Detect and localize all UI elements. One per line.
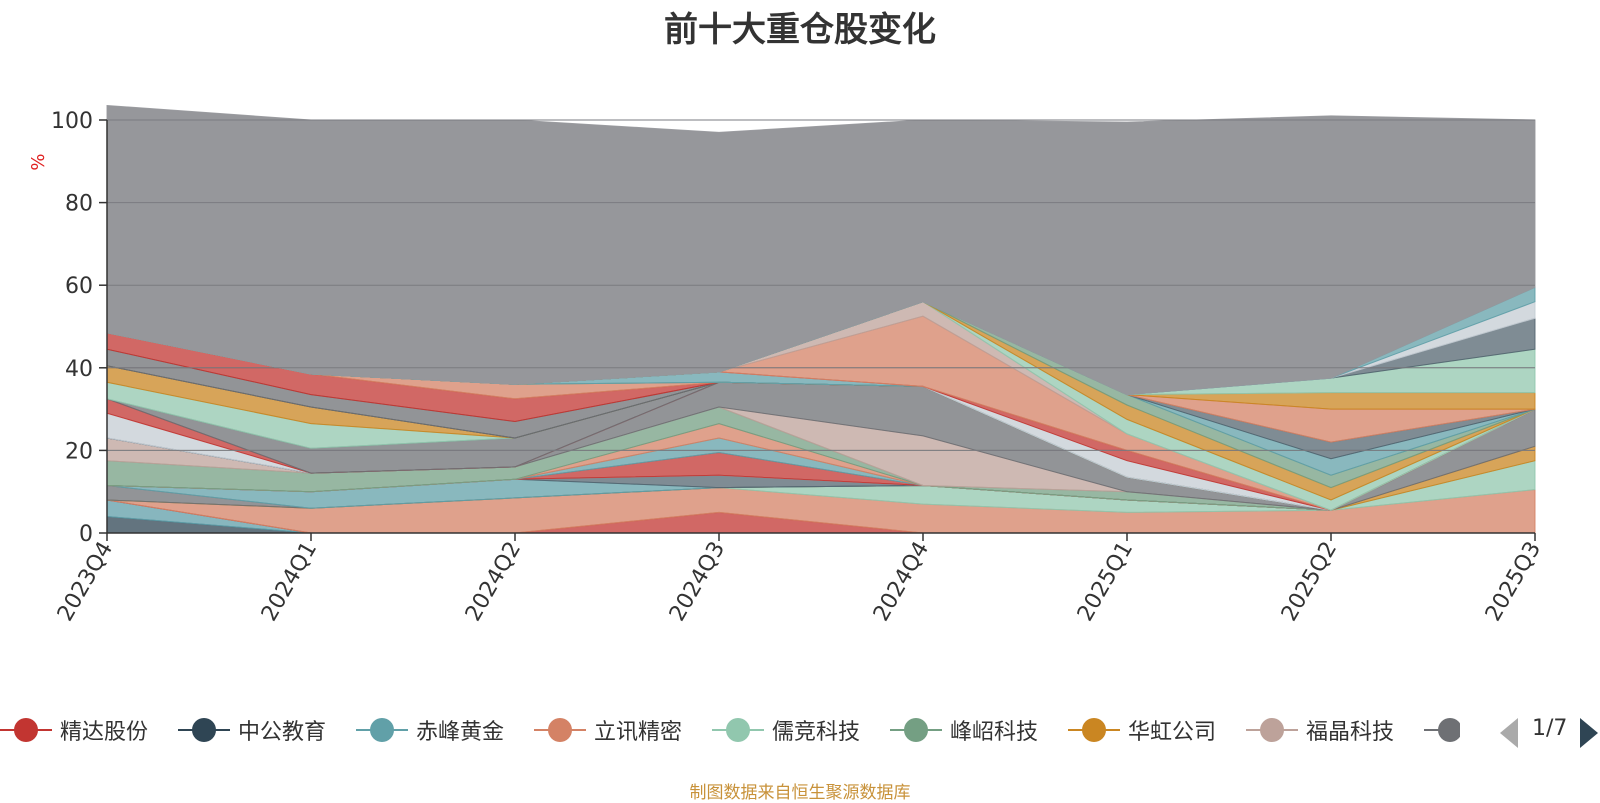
source-note: 制图数据来自恒生聚源数据库 <box>689 783 911 803</box>
legend-marker-icon <box>712 717 764 743</box>
legend-label: 福晶科技 <box>1306 720 1395 745</box>
x-tick-label: 2025Q2 <box>1277 538 1342 626</box>
area-series-rest <box>106 104 1536 396</box>
y-tick-label: 60 <box>65 274 93 299</box>
chart-title: 前十大重仓股变化 <box>664 10 936 50</box>
x-tick-label: 2025Q1 <box>1073 538 1138 626</box>
stacked-area-chart: 0 20 40 60 80 100 2023Q4 2024Q1 2024Q2 2024Q3 2024… <box>28 104 1546 626</box>
legend-label: 赤峰黄金 <box>416 720 505 745</box>
legend-marker-icon <box>1068 717 1120 743</box>
area-layer <box>106 104 1536 534</box>
legend-next-page-icon[interactable] <box>1580 718 1598 748</box>
legend-item[interactable]: I <box>1424 710 1460 750</box>
legend-marker-icon <box>1424 717 1460 743</box>
y-tick-label: 20 <box>65 439 93 464</box>
legend-item[interactable]: 立讯精密 <box>534 710 682 750</box>
legend-marker-icon <box>178 717 230 743</box>
legend-marker-icon <box>534 717 586 743</box>
legend-label: 立讯精密 <box>594 720 683 745</box>
y-tick-label: 0 <box>79 522 93 547</box>
legend-item[interactable]: 福晶科技 <box>1246 710 1394 750</box>
legend-label: 华虹公司 <box>1128 720 1217 745</box>
x-tick-label: 2023Q4 <box>53 538 118 626</box>
legend-page-indicator: 1/7 <box>1532 716 1568 741</box>
legend-marker-icon <box>0 717 52 743</box>
y-tick-label: 100 <box>51 109 93 134</box>
legend: 精达股份 中公教育 赤峰黄金 立讯精密 儒竞科技 峰岹科技 华虹公司 福晶科技 I 1/7 <box>0 710 1600 750</box>
x-tick-label: 2024Q3 <box>665 538 730 626</box>
legend-label: 中公教育 <box>238 720 327 745</box>
x-tick-label: 2024Q2 <box>461 538 526 626</box>
y-axis-unit-label: % <box>28 153 49 170</box>
legend-label: 儒竞科技 <box>772 720 861 745</box>
legend-item[interactable]: 儒竞科技 <box>712 710 860 750</box>
legend-label: 精达股份 <box>60 720 149 745</box>
legend-marker-icon <box>890 717 942 743</box>
legend-pager: 1/7 <box>1500 710 1600 750</box>
x-tick-label: 2025Q3 <box>1481 538 1546 626</box>
legend-prev-page-icon[interactable] <box>1500 718 1518 748</box>
legend-marker-icon <box>356 717 408 743</box>
y-tick-label: 40 <box>65 357 93 382</box>
x-tick-label: 2024Q4 <box>869 538 934 626</box>
x-tick-label: 2024Q1 <box>257 538 322 626</box>
legend-item[interactable]: 中公教育 <box>178 710 326 750</box>
legend-marker-icon <box>1246 717 1298 743</box>
legend-item[interactable]: 赤峰黄金 <box>356 710 504 750</box>
y-tick-label: 80 <box>65 192 93 217</box>
legend-item[interactable]: 精达股份 <box>0 710 148 750</box>
legend-label: 峰岹科技 <box>950 720 1039 745</box>
legend-items: 精达股份 中公教育 赤峰黄金 立讯精密 儒竞科技 峰岹科技 华虹公司 福晶科技 I <box>0 710 1460 750</box>
legend-item[interactable]: 峰岹科技 <box>890 710 1038 750</box>
legend-item[interactable]: 华虹公司 <box>1068 710 1216 750</box>
